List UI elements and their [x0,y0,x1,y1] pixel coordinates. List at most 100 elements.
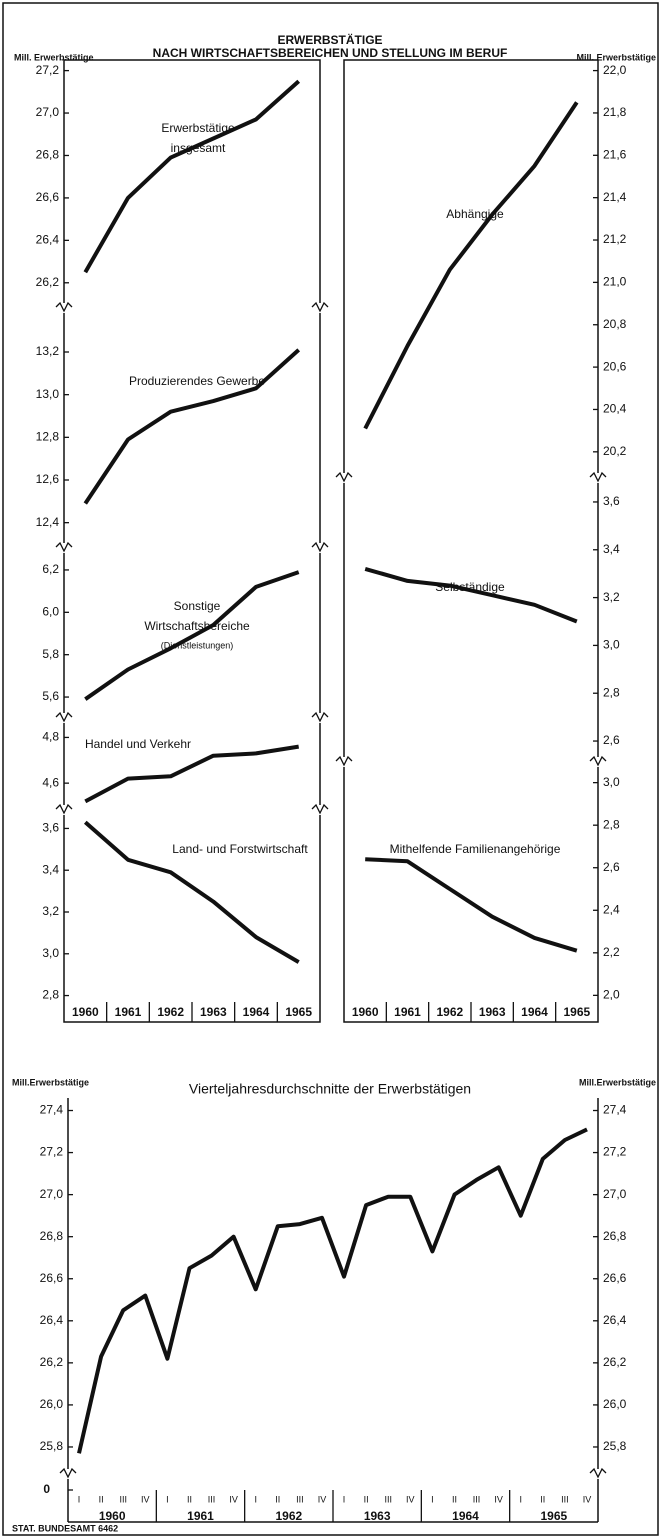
x-tick-label: II [452,1494,457,1504]
y2-tick-label: 25,8 [603,1439,627,1453]
y-tick-label: 3,2 [603,590,620,604]
x-tick-label: III [119,1494,127,1504]
axis-break-gap [318,543,322,553]
x-tick-label: 1965 [563,1005,590,1019]
y-tick-label: 27,2 [36,63,60,77]
axis-break [589,755,607,767]
panel-label: Land- und Forstwirtschaft [172,842,308,856]
source: STAT. BUNDESAMT 6462 [12,1523,118,1533]
y-tick-label: 5,6 [42,689,59,703]
x-tick-label: I [519,1494,522,1504]
data-line [84,744,300,804]
data-line [77,1127,588,1454]
y-tick-label: 12,4 [36,515,60,529]
y-tick-label: 21,0 [603,275,627,289]
y-tick-label: 21,8 [603,105,627,119]
y-tick-label: 4,8 [42,730,59,744]
x-tick-label: 1962 [436,1005,463,1019]
axis-break-gap [318,713,322,723]
x-tick-label: 1963 [200,1005,227,1019]
axis-break [55,711,73,723]
x-tick-label: IV [141,1494,150,1504]
data-line [364,566,578,624]
y-tick-label: 12,6 [36,472,60,486]
year-label: 1962 [275,1509,302,1523]
y2-tick-label: 26,2 [603,1355,627,1369]
axis-break-gap [62,805,66,815]
y-tick-label: 27,4 [40,1103,64,1117]
x-tick-label: II [99,1494,104,1504]
y-tick-label: 3,2 [42,904,59,918]
panel-label: Abhängige [446,207,504,221]
axis-break [59,1467,77,1479]
y2-tick-label: 27,4 [603,1103,627,1117]
x-tick-label: III [384,1494,392,1504]
x-tick-label: II [364,1494,369,1504]
y2-tick-label: 26,8 [603,1229,627,1243]
y-tick-label: 13,0 [36,387,60,401]
panel-label: Handel und Verkehr [85,737,191,751]
axis-break-gap [318,805,322,815]
year-label: 1961 [187,1509,214,1523]
y2-tick-label: 26,6 [603,1271,627,1285]
y-tick-label: 20,4 [603,402,627,416]
y2-tick-label: 26,0 [603,1397,627,1411]
y-tick-label: 2,8 [42,988,59,1002]
y-tick-label: 0 [43,1482,50,1496]
panel-frame [343,59,599,1023]
y-tick-label: 4,6 [42,775,59,789]
axis-break [311,711,329,723]
x-tick-label: I [78,1494,81,1504]
y-tick-label: 26,4 [36,233,60,247]
x-tick-label: 1964 [243,1005,270,1019]
y-tick-label: 27,0 [36,105,60,119]
y2-tick-label: 27,2 [603,1145,627,1159]
axis-break [311,301,329,313]
y-tick-label: 3,6 [603,494,620,508]
axis-break-gap [342,473,346,483]
x-tick-label: II [275,1494,280,1504]
y-tick-label: 5,8 [42,647,59,661]
y-tick-label: 20,6 [603,359,627,373]
title: ERWERBSTÄTIGE [277,32,382,47]
panel-label: Produzierendes Gewerbe [129,374,265,388]
x-tick-label: 1965 [285,1005,312,1019]
y-axis-label: Mill. Erwerbstätige [576,52,656,62]
y-tick-label: 21,6 [603,147,627,161]
y-tick-label: 2,0 [603,988,620,1002]
panel-label: Wirtschaftsbereiche [144,619,250,633]
axis-break-gap [62,303,66,313]
year-label: 1965 [540,1509,567,1523]
y-tick-label: 26,8 [36,148,60,162]
x-tick-label: III [296,1494,304,1504]
x-tick-label: 1963 [479,1005,506,1019]
axis-break-gap [596,473,600,483]
y-tick-label: 26,4 [40,1313,64,1327]
x-tick-label: 1961 [115,1005,142,1019]
data-line [365,857,578,953]
y-axis-label: Mill. Erwerbstätige [14,52,94,62]
axis-break [55,541,73,553]
chart-title: Vierteljahresdurchschnitte der Erwerbstä… [189,1081,471,1097]
y-tick-label: 3,0 [603,638,620,652]
axis-break-gap [596,1469,600,1479]
x-tick-label: 1964 [521,1005,548,1019]
axis-break [311,803,329,815]
axis-break-gap [62,713,66,723]
y-tick-label: 13,2 [36,344,60,358]
x-tick-label: 1961 [394,1005,421,1019]
y-tick-label: 21,4 [603,190,627,204]
y-tick-label: 2,8 [603,817,620,831]
x-tick-label: I [431,1494,434,1504]
axis-break-gap [66,1469,70,1479]
y-tick-label: 2,6 [603,733,620,747]
x-tick-label: II [540,1494,545,1504]
axis-break [589,471,607,483]
y-tick-label: 3,0 [42,946,59,960]
x-tick-label: III [561,1494,569,1504]
panel-label: Erwerbstätige [161,121,235,135]
x-tick-label: IV [406,1494,415,1504]
y-tick-label: 26,0 [40,1397,64,1411]
y-tick-label: 2,2 [603,945,620,959]
